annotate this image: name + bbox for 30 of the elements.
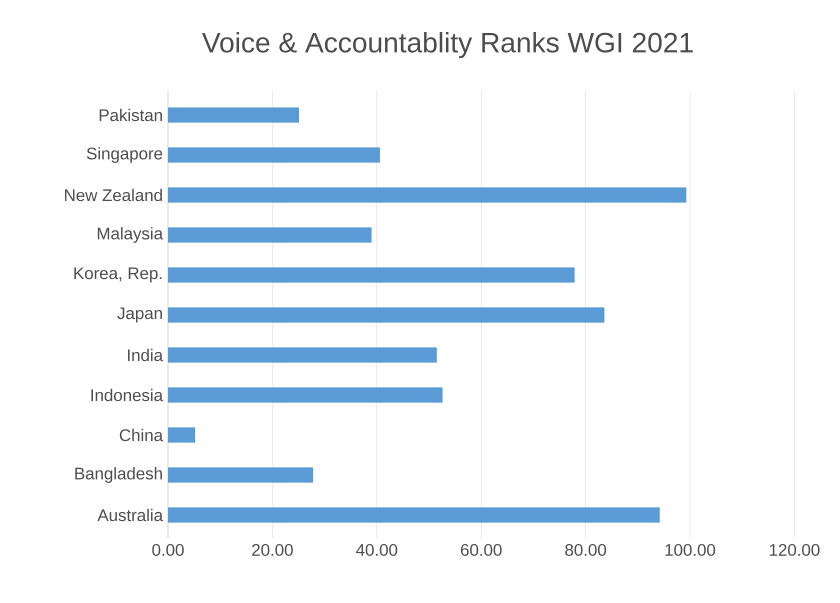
x-tick-label: 20.00 <box>252 544 293 556</box>
x-tick-label: 0.00 <box>152 544 184 556</box>
x-tick-label: 60.00 <box>460 544 502 556</box>
x-tick-label: 80.00 <box>565 544 606 556</box>
y-tick-label: Singapore <box>86 147 162 163</box>
y-tick-label: Japan <box>117 307 162 323</box>
y-tick-label: Korea, Rep. <box>74 267 162 283</box>
y-tick-label: Malaysia <box>98 227 164 243</box>
y-tick-label: India <box>128 348 164 362</box>
y-tick-label: Indonesia <box>91 388 164 402</box>
y-tick-label: China <box>120 428 164 442</box>
x-tick-label: 40.00 <box>356 544 398 556</box>
bar <box>168 307 604 323</box>
y-tick-label: Bangladesh <box>75 467 162 483</box>
bar <box>168 347 437 363</box>
bar <box>168 467 314 483</box>
bar <box>168 187 686 203</box>
bar <box>168 427 196 443</box>
bar <box>168 387 443 403</box>
x-tick-label: 100.00 <box>665 544 716 556</box>
chart-title: Voice & Accountablity Ranks WGI 2021 <box>202 32 693 58</box>
y-tick-label: Australia <box>97 508 164 522</box>
x-tick-label: 120.00 <box>770 544 820 556</box>
bar <box>168 267 575 283</box>
bar <box>168 107 300 123</box>
bar <box>168 227 372 243</box>
y-tick-label: New Zealand <box>65 188 162 202</box>
bar <box>168 147 380 163</box>
y-tick-label: Pakistan <box>100 108 162 122</box>
bar <box>168 507 660 523</box>
